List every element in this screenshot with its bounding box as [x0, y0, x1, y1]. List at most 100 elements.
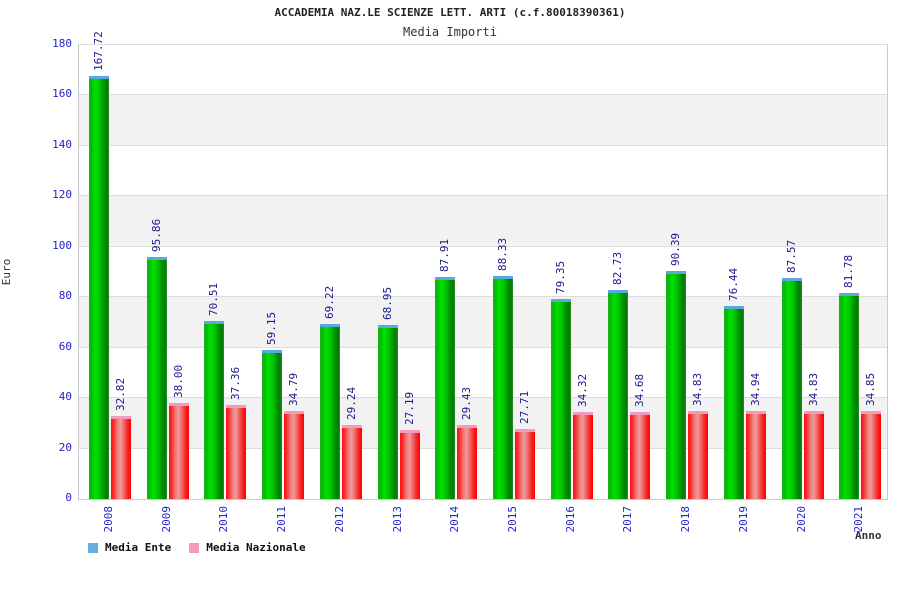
- bar-media-nazionale-2008[interactable]: [111, 416, 131, 499]
- chart-legend: Media Ente Media Nazionale: [88, 541, 306, 554]
- bar-cap: [111, 416, 131, 420]
- bar-group: 87.91 29.43: [425, 45, 483, 499]
- gridline: [79, 296, 887, 298]
- bar-value-label: 87.57: [784, 240, 798, 274]
- bar-media-ente-2019[interactable]: [723, 306, 744, 499]
- bar-value-label: 87.91: [438, 239, 452, 273]
- bar-media-ente-2020[interactable]: [781, 278, 802, 499]
- legend-item-media-ente[interactable]: Media Ente: [88, 541, 171, 554]
- bar-media-ente-2011[interactable]: [262, 349, 283, 499]
- bar-media-nazionale-2011[interactable]: [284, 411, 305, 499]
- bar-media-nazionale-2009[interactable]: [168, 403, 189, 499]
- bar-value-label: 34.83: [691, 373, 705, 407]
- legend-swatch-icon: [189, 542, 200, 553]
- y-axis-tick-label: 40: [58, 390, 72, 404]
- x-axis-title: Anno: [855, 529, 882, 542]
- bar-body: [262, 352, 283, 499]
- bar-cap: [688, 411, 709, 415]
- bar-value-label: 34.85: [864, 372, 878, 407]
- bar-media-ente-2017[interactable]: [608, 290, 629, 499]
- bar-cap: [168, 403, 189, 407]
- bar-body: [226, 407, 247, 499]
- x-axis-tick-label-2015: 2015: [506, 506, 519, 533]
- bar-media-ente-2018[interactable]: [666, 271, 687, 499]
- bar-group: 79.35 34.32: [541, 45, 599, 499]
- bar-group: 167.72 32.82: [79, 31, 137, 499]
- gridline: [79, 397, 887, 399]
- bar-media-ente-2015[interactable]: [493, 276, 513, 499]
- x-axis-tick-label-2008: 2008: [102, 506, 115, 533]
- bar-cap: [666, 271, 687, 275]
- bar-media-ente-2009[interactable]: [146, 257, 167, 499]
- bar-media-nazionale-2017[interactable]: [630, 411, 651, 499]
- bar-media-nazionale-2013[interactable]: [399, 430, 420, 499]
- bar-body: [89, 78, 109, 499]
- bar-body: [803, 414, 824, 499]
- bar-media-ente-2008[interactable]: [89, 75, 109, 499]
- bar-media-ente-2010[interactable]: [204, 321, 225, 499]
- x-axis-tick-label-2010: 2010: [217, 506, 231, 533]
- bar-value-label: 76.44: [726, 268, 740, 302]
- bar-media-nazionale-2012[interactable]: [341, 425, 362, 499]
- bar-media-ente-2012[interactable]: [319, 324, 340, 499]
- bar-media-ente-2016[interactable]: [550, 298, 571, 499]
- bar-value-label: 88.33: [496, 238, 509, 272]
- bar-media-nazionale-2014[interactable]: [457, 424, 478, 499]
- bar-value-label: 95.86: [149, 219, 163, 253]
- bar-media-ente-2013[interactable]: [377, 325, 398, 499]
- bar-group: 59.15 34.79: [252, 45, 310, 499]
- bar-body: [781, 281, 802, 499]
- y-axis-tick-label: 0: [65, 491, 72, 504]
- y-axis-tick-label: 100: [52, 238, 72, 252]
- bar-body: [377, 328, 398, 499]
- bar-body: [550, 301, 571, 499]
- y-axis-tick-label: 140: [52, 137, 72, 151]
- legend-item-media-nazionale[interactable]: Media Nazionale: [189, 541, 306, 554]
- bar-body: [319, 327, 340, 499]
- bar-media-ente-2021[interactable]: [839, 292, 860, 499]
- bar-cap: [284, 411, 305, 415]
- chart-subtitle: Media Importi: [403, 25, 497, 39]
- bar-group: 87.57 34.83: [772, 45, 830, 499]
- plot-band: [79, 196, 887, 247]
- y-axis-tick-label: 60: [58, 339, 72, 353]
- bar-media-nazionale-2018[interactable]: [688, 411, 709, 499]
- bar-body: [839, 295, 860, 499]
- gridline: [79, 44, 887, 45]
- bar-media-nazionale-2021[interactable]: [861, 411, 882, 499]
- bar-body: [861, 414, 882, 499]
- bar-cap: [204, 321, 225, 325]
- bar-media-nazionale-2019[interactable]: [745, 410, 766, 499]
- bar-cap: [319, 324, 340, 328]
- bar-value-label: 29.43: [460, 386, 474, 420]
- bar-group: 70.51 37.36: [194, 45, 252, 499]
- bar-cap: [839, 292, 860, 296]
- bar-media-ente-2014[interactable]: [435, 277, 456, 499]
- y-axis-tick-label: 160: [52, 87, 72, 101]
- bar-value-label: 59.15: [265, 311, 279, 345]
- bar-media-nazionale-2015[interactable]: [515, 429, 535, 499]
- bar-value-label: 34.32: [575, 374, 589, 408]
- bar-value-label: 79.35: [553, 260, 567, 294]
- bar-group: 81.78 34.85: [829, 45, 887, 499]
- gridline: [79, 144, 887, 146]
- bar-body: [111, 419, 131, 499]
- x-axis-tick-label-2011: 2011: [275, 506, 289, 533]
- x-axis-tick-label-2012: 2012: [332, 506, 346, 533]
- bar-media-nazionale-2010[interactable]: [226, 404, 247, 499]
- y-axis-tick-label: 180: [52, 37, 72, 50]
- bar-media-nazionale-2020[interactable]: [803, 411, 824, 499]
- x-axis-tick-label-2014: 2014: [448, 506, 462, 533]
- bar-cap: [435, 277, 456, 281]
- bar-cap: [550, 298, 571, 302]
- bar-value-label: 68.95: [380, 286, 394, 321]
- chart-title: ACCADEMIA NAZ.LE SCIENZE LETT. ARTI (c.f…: [274, 6, 626, 19]
- bar-cap: [861, 411, 882, 415]
- bar-media-nazionale-2016[interactable]: [572, 412, 593, 499]
- bar-cap: [226, 404, 247, 408]
- bar-cap: [745, 410, 766, 414]
- bar-value-label: 34.79: [287, 373, 301, 407]
- x-axis-tick-label-2019: 2019: [736, 506, 750, 533]
- bar-body: [493, 279, 513, 499]
- gridline: [79, 447, 887, 449]
